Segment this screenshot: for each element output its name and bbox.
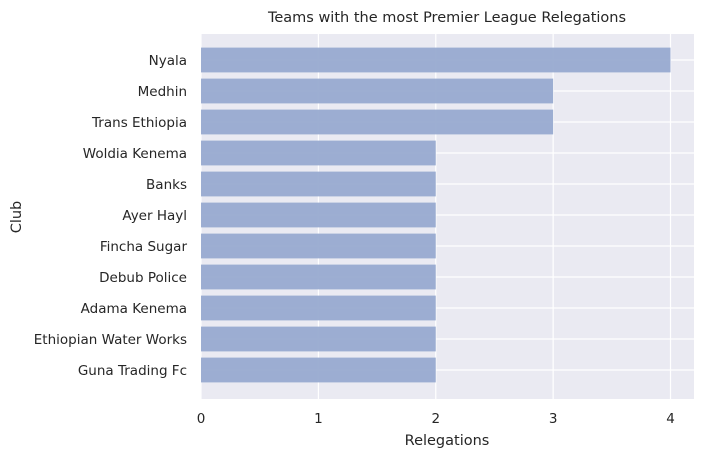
bar — [201, 357, 436, 383]
y-tick-label: Nyala — [149, 53, 187, 69]
bar — [201, 171, 436, 197]
y-tick-label: Ayer Hayl — [122, 208, 187, 224]
bar — [201, 295, 436, 321]
bar — [201, 202, 436, 228]
y-tick-label: Ethiopian Water Works — [34, 332, 187, 348]
chart-title: Teams with the most Premier League Releg… — [267, 10, 626, 26]
bar — [201, 47, 671, 73]
x-tick-label: 3 — [549, 411, 558, 427]
y-tick-label: Debub Police — [99, 270, 187, 286]
y-tick-label: Fincha Sugar — [100, 239, 188, 255]
x-tick-labels: 0 1 2 3 4 — [197, 411, 675, 427]
x-tick-label: 2 — [431, 411, 440, 427]
bar — [201, 326, 436, 352]
y-tick-label: Adama Kenema — [81, 301, 187, 317]
y-tick-label: Trans Ethiopia — [91, 115, 187, 131]
x-tick-label: 1 — [314, 411, 323, 427]
bar — [201, 109, 554, 135]
y-tick-labels: Nyala Medhin Trans Ethiopia Woldia Kenema Ba… — [34, 53, 188, 379]
x-tick-label: 0 — [197, 411, 206, 427]
y-axis-label: Club — [9, 201, 25, 234]
x-axis-label: Relegations — [405, 433, 490, 449]
bar — [201, 233, 436, 259]
bars — [201, 47, 671, 383]
bar — [201, 264, 436, 290]
y-tick-label: Banks — [146, 177, 187, 193]
y-tick-label: Guna Trading Fc — [78, 363, 187, 379]
x-tick-label: 4 — [666, 411, 675, 427]
bar — [201, 140, 436, 166]
bar — [201, 78, 554, 104]
y-tick-label: Medhin — [138, 84, 187, 100]
y-tick-label: Woldia Kenema — [83, 146, 187, 162]
